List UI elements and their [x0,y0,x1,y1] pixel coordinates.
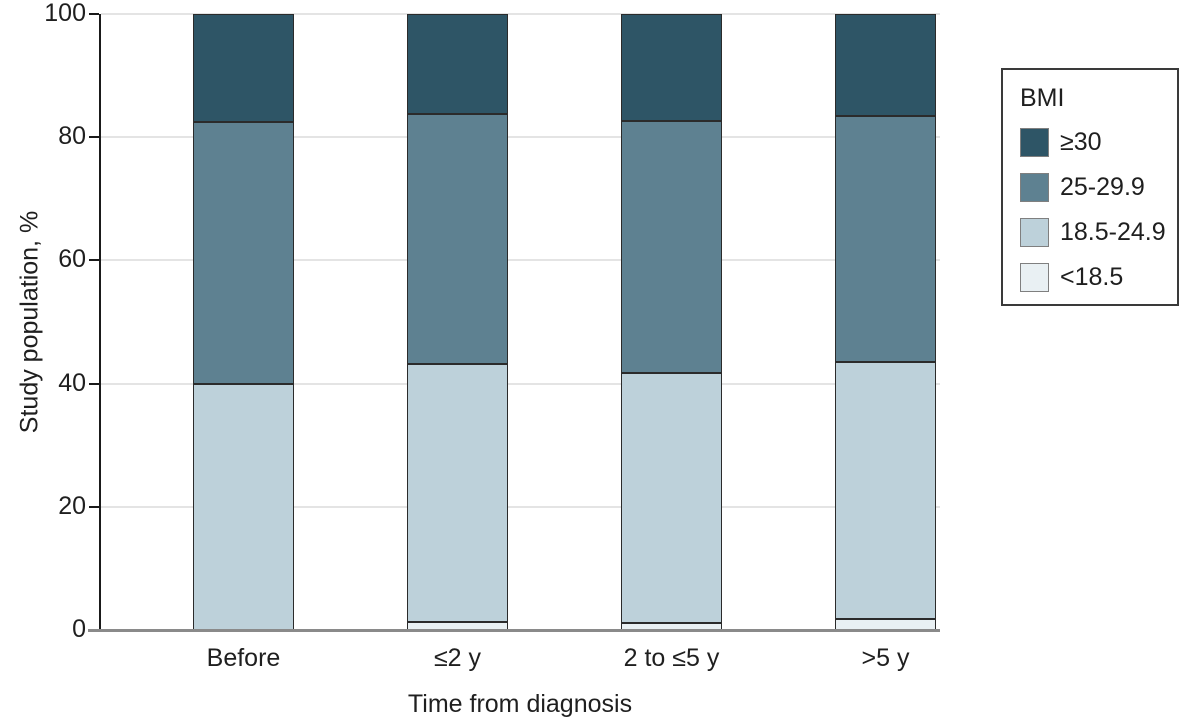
x-category-label: >5 y [861,644,910,672]
y-axis-tick [89,136,99,139]
legend-swatch [1020,263,1049,292]
y-tick-label: 60 [58,245,86,274]
y-axis-tick [89,505,99,508]
legend-item: <18.5 [1020,263,1177,292]
y-axis-title: Study population, % [15,210,44,434]
x-category-label: ≤2 y [433,644,482,672]
legend-item-label: <18.5 [1060,263,1124,291]
x-axis-title: Time from diagnosis [407,690,633,718]
y-tick-label: 20 [58,491,86,520]
gridline [101,259,940,262]
legend-item-label: 25-29.9 [1060,173,1145,201]
x-category-label: 2 to ≤5 y [623,644,720,672]
x-category-label: Before [206,644,281,672]
legend-title: BMI [1020,84,1065,112]
bar-segment [407,114,508,364]
gridline [101,13,940,15]
bar-segment [835,362,936,619]
bar-segment [621,373,722,623]
legend-item: ≥30 [1020,128,1177,157]
x-axis-line [88,629,940,632]
bar-segment [621,120,722,374]
y-tick-label: 0 [72,615,86,643]
bar-segment [407,14,508,115]
bar-segment [407,363,508,622]
legend-item-label: 18.5-24.9 [1060,218,1166,246]
legend-swatch [1020,218,1049,247]
legend-box: BMI ≥30 25-29.9 18.5-24.9 <18.5 [1001,68,1179,306]
gridline [101,382,940,385]
legend-item: 18.5-24.9 [1020,218,1177,247]
bar-segment [193,383,294,630]
legend-swatch [1020,173,1049,202]
bar-segment [835,115,936,363]
y-axis-tick [89,382,99,385]
bar-segment [193,14,294,123]
gridline [101,505,940,508]
bar-segment [835,14,936,116]
y-tick-label: 100 [44,0,86,27]
y-axis-tick [89,13,99,15]
y-tick-label: 40 [58,368,86,397]
legend-item-label: ≥30 [1060,128,1102,156]
y-axis-tick [89,259,99,262]
y-tick-label: 80 [58,122,86,151]
legend-items: ≥30 25-29.9 18.5-24.9 <18.5 [1020,128,1177,292]
bar-segment [193,122,294,384]
gridline [101,136,940,139]
bar-segment [621,14,722,121]
legend-swatch [1020,128,1049,157]
legend-item: 25-29.9 [1020,173,1177,202]
y-axis-line [99,14,101,631]
